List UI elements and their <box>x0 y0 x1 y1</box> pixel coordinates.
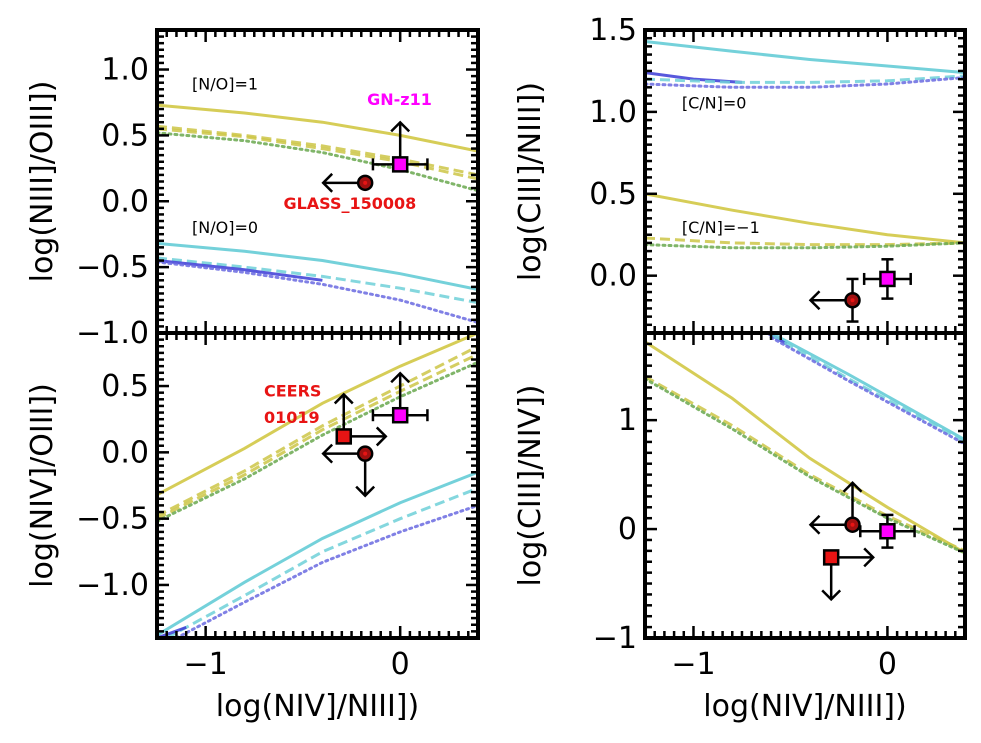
annotation-label: [N/O]=0 <box>192 218 258 237</box>
series-line-4 <box>645 340 965 555</box>
y-tick-label: −0.5 <box>76 250 149 285</box>
series-group <box>157 333 478 638</box>
y-tick-label: −1.0 <box>76 316 149 351</box>
panel-nitrogen-oxygen-top: −1.0 −0.5 0.0 0.5 1.0 log(NIII]/OIII]) [N/O]=1… <box>25 28 480 351</box>
series-line-3 <box>645 76 965 89</box>
y-tick-label: 1.0 <box>589 95 637 130</box>
y-axis-label: log(CIII]/NIII]) <box>513 82 548 281</box>
y-tick-label: 1.0 <box>101 53 149 88</box>
series-line-5 <box>645 375 965 553</box>
y-tick-label: 0.5 <box>589 177 637 212</box>
series-line-3 <box>157 131 478 193</box>
y-tick-label: 0.0 <box>101 184 149 219</box>
point-ceers-01019 <box>821 547 875 602</box>
y-tick-label: 0.0 <box>101 435 149 470</box>
point-gn-z11 <box>371 371 429 424</box>
point-gn-z11 <box>371 120 429 173</box>
series-line-3 <box>769 335 965 446</box>
y-tick-label: −1.0 <box>76 568 149 603</box>
series-line-7 <box>175 503 478 638</box>
y-tick-label: −1 <box>593 621 637 656</box>
y-axis-label: log(NIII]/OIII]) <box>25 81 60 283</box>
y-tick-label: 0.0 <box>589 259 637 294</box>
x-axis-label: log(NIV]/NIII]) <box>216 689 419 724</box>
tick-marks <box>643 331 967 640</box>
series-group <box>157 103 478 324</box>
series-line-4 <box>157 241 478 291</box>
series-line-3 <box>157 360 478 523</box>
series-line-6 <box>645 241 965 250</box>
annotation-label: CEERS <box>264 382 321 401</box>
series-line-6 <box>157 259 323 282</box>
annotation-label: GLASS_150008 <box>283 194 416 213</box>
x-tick-label: 0 <box>391 647 410 682</box>
marker-square <box>335 428 353 445</box>
panel-carbon-nitrogen-top: 0.0 0.5 1.0 1.5 log(CIII]/NIII]) [C/N]=0 [C/N]… <box>513 13 967 335</box>
series-line-0 <box>645 40 965 75</box>
x-axis-label: log(NIV]/NIII]) <box>703 689 906 724</box>
y-tick-label: 1 <box>618 403 637 438</box>
series-line-5 <box>157 256 478 305</box>
y-tick-label: 0 <box>618 512 637 547</box>
panel-nitrogen-oxygen-bottom: −1.0 −0.5 0.0 0.5 −1 0 log(NIV]/NIII]) log(NIV]… <box>25 331 480 724</box>
point-glass-150008 <box>321 172 374 193</box>
x-tick-label: −1 <box>671 647 715 682</box>
series-line-1 <box>157 344 478 518</box>
series-line-2 <box>157 127 478 181</box>
point-gn-z11 <box>862 258 912 300</box>
series-line-4 <box>157 470 478 637</box>
y-tick-label: 0.5 <box>101 369 149 404</box>
annotation-label: [C/N]=−1 <box>682 218 760 237</box>
plot-frame <box>643 331 967 640</box>
annotation-label: 01019 <box>264 408 320 427</box>
series-line-4 <box>645 192 965 245</box>
plot-frame <box>155 331 480 640</box>
marker-square <box>391 406 409 424</box>
series-line-0 <box>157 333 478 497</box>
series-line-2 <box>770 333 965 444</box>
point-glass-150008 <box>808 277 861 323</box>
annotation-label: GN-z11 <box>367 90 432 109</box>
tick-marks <box>643 28 967 333</box>
y-tick-label: 0.5 <box>101 118 149 153</box>
series-line-2 <box>157 352 478 521</box>
series-line-0 <box>770 333 965 442</box>
series-line-0 <box>157 103 478 153</box>
marker-square <box>879 523 896 540</box>
point-gn-z11 <box>859 513 916 549</box>
marker-square <box>822 549 840 566</box>
series-line-7 <box>157 260 478 324</box>
x-tick-label: −1 <box>184 647 228 682</box>
point-ceers-01019 <box>333 392 388 447</box>
marker-square <box>391 156 409 173</box>
y-tick-label: 1.5 <box>589 13 637 48</box>
y-axis-label: log(NIV]/OIII]) <box>25 383 60 588</box>
x-tick-label: 0 <box>878 647 897 682</box>
y-tick-label: −0.5 <box>76 502 149 537</box>
plot-frame <box>643 28 967 335</box>
annotation-label: [C/N]=0 <box>682 94 747 113</box>
annotation-label: [N/O]=1 <box>192 74 258 93</box>
point-glass-150008 <box>808 480 863 535</box>
marker-square <box>879 270 896 288</box>
point-glass-150008 <box>321 443 376 498</box>
series-line-5 <box>165 486 478 638</box>
series-line-6 <box>645 377 965 555</box>
series-group <box>645 40 965 250</box>
panel-carbon-nitrogen-bottom: −1 0 1 −1 0 log(NIV]/NIII]) log(CIII]/NIV]) <box>513 331 967 724</box>
series-group <box>645 333 965 555</box>
y-axis-label: log(CIII]/NIV]) <box>513 385 548 587</box>
